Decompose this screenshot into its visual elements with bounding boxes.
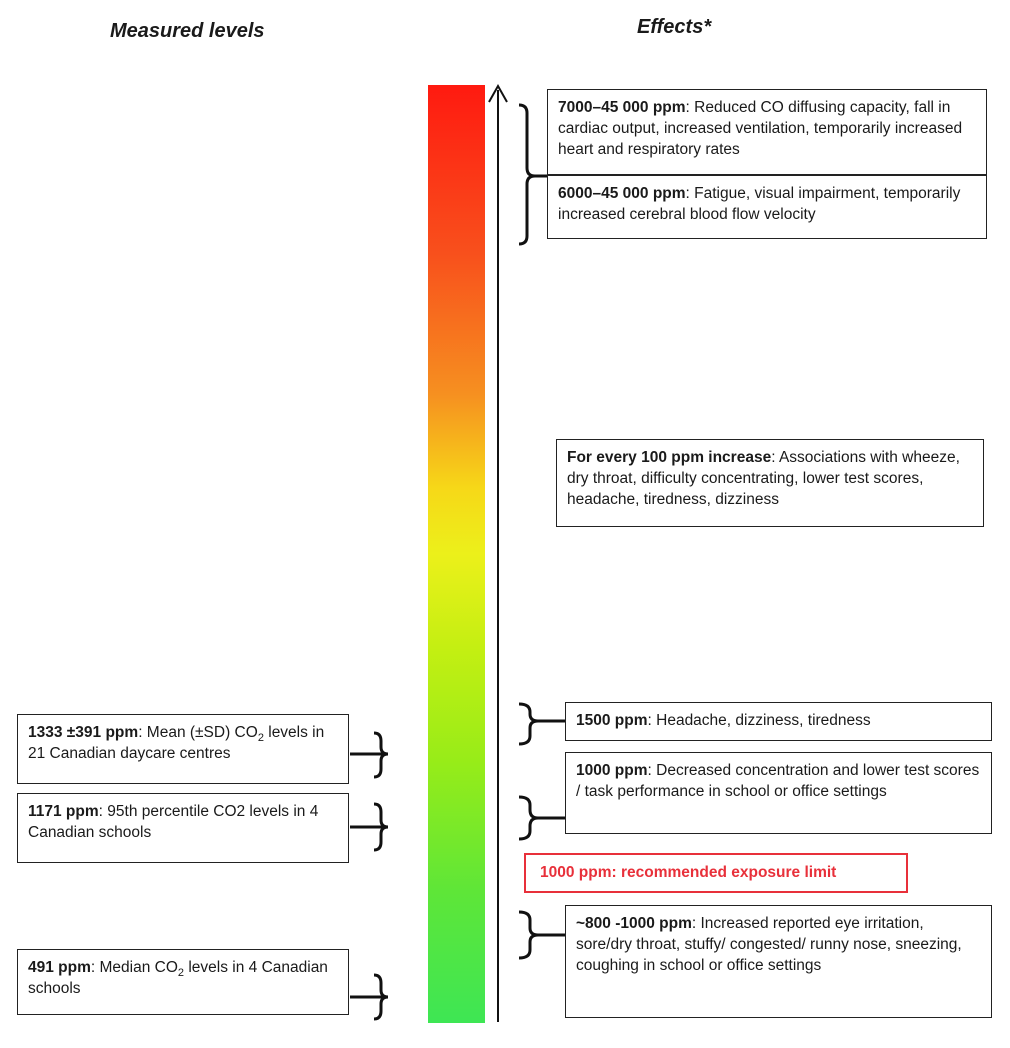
effect-box-7000: 7000–45 000 ppm: Reduced CO diffusing ca… xyxy=(547,89,987,175)
measured-box-1333: 1333 ±391 ppm: Mean (±SD) CO2 levels in … xyxy=(17,714,349,784)
bracket-1500 xyxy=(518,702,539,746)
bracket-1000 xyxy=(518,795,539,841)
effect-box-per-100: For every 100 ppm increase: Associations… xyxy=(556,439,984,527)
effect-box-1000: 1000 ppm: Decreased concentration and lo… xyxy=(565,752,992,834)
effects-heading: Effects* xyxy=(637,16,712,38)
effect-box-6000: 6000–45 000 ppm: Fatigue, visual impairm… xyxy=(547,175,987,239)
effect-box-800: ~800 -1000 ppm: Increased reported eye i… xyxy=(565,905,992,1018)
bracket-high-effects xyxy=(518,103,536,246)
axis-arrow-icon xyxy=(488,83,508,103)
co2-level-gradient-bar xyxy=(428,85,485,1023)
measured-levels-heading: Measured levels xyxy=(110,20,265,42)
bracket-800 xyxy=(518,910,539,960)
measured-box-491: 491 ppm: Median CO2 levels in 4 Canadian… xyxy=(17,949,349,1015)
effect-box-1500: 1500 ppm: Headache, dizziness, tiredness xyxy=(565,702,992,741)
measured-box-1171: 1171 ppm: 95th percentile CO2 levels in … xyxy=(17,793,349,863)
recommended-limit-box: 1000 ppm: recommended exposure limit xyxy=(524,853,908,893)
